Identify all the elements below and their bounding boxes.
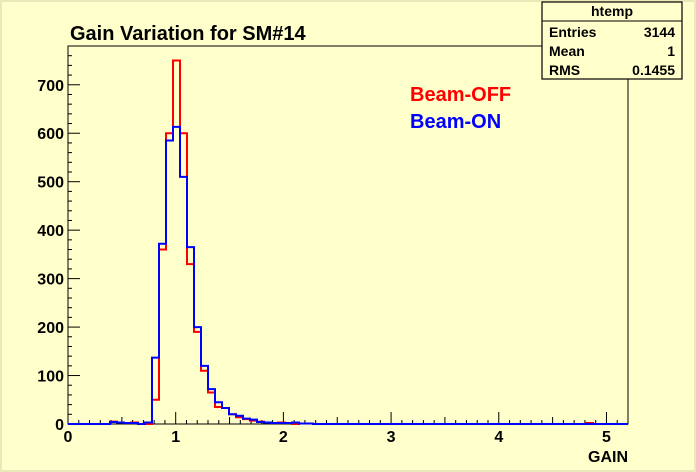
- x-tick-label: 5: [602, 429, 611, 446]
- y-tick-label: 100: [37, 369, 64, 386]
- x-tick-label: 3: [387, 429, 396, 446]
- stats-box: htemp Entries 3144 Mean 1 RMS 0.1455: [541, 1, 683, 80]
- chart-title: Gain Variation for SM#14: [70, 23, 307, 45]
- y-tick-label: 400: [37, 223, 64, 240]
- y-tick-label: 600: [37, 126, 64, 143]
- stats-rms-label: RMS: [549, 62, 580, 78]
- stats-box-title: htemp: [591, 3, 633, 19]
- stats-entries-value: 3144: [644, 24, 675, 40]
- x-tick-label: 4: [494, 429, 503, 446]
- plot-frame: [67, 45, 629, 425]
- series-layer: [68, 59, 628, 425]
- legend-beam-off: Beam-OFF: [410, 84, 511, 106]
- legend-beam-on: Beam-ON: [410, 111, 501, 133]
- y-tick-label: 200: [37, 320, 64, 337]
- x-tick-label: 2: [279, 429, 288, 446]
- y-tick-label: 700: [37, 78, 64, 95]
- y-axis: 0 100 200 300 400 500 600 700: [37, 45, 80, 434]
- stats-rms-value: 0.1455: [632, 62, 675, 78]
- y-tick-label: 0: [55, 417, 64, 434]
- x-tick-label: 1: [171, 429, 180, 446]
- y-tick-label: 300: [37, 272, 64, 289]
- stats-entries-label: Entries: [549, 24, 597, 40]
- x-axis-label: GAIN: [588, 449, 628, 466]
- stats-mean-label: Mean: [549, 43, 585, 59]
- stats-mean-value: 1: [667, 43, 675, 59]
- y-tick-label: 500: [37, 175, 64, 192]
- x-tick-label: 0: [64, 429, 73, 446]
- histogram-series-beam-on: [68, 125, 628, 425]
- stats-box-frame: [541, 1, 683, 80]
